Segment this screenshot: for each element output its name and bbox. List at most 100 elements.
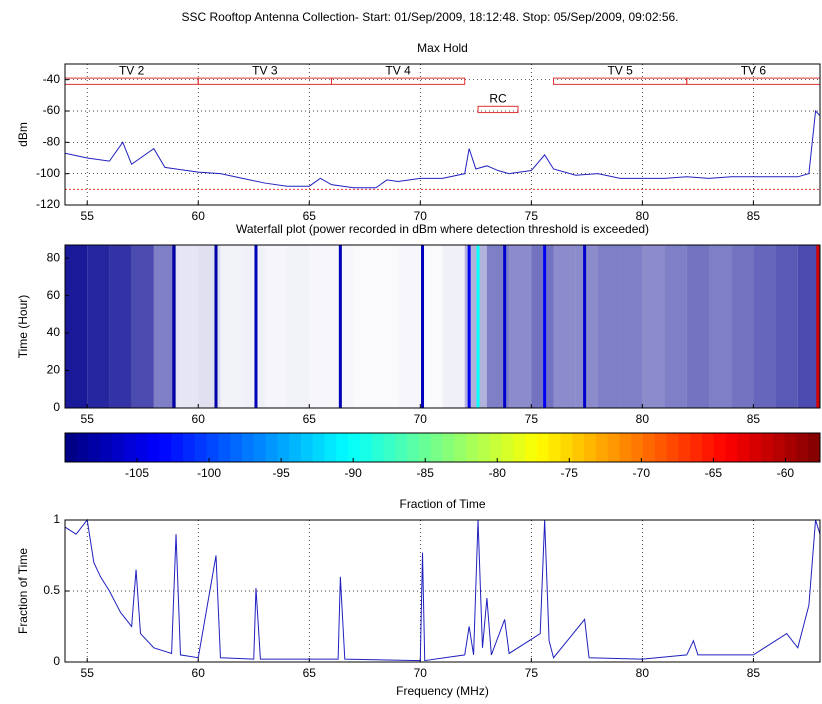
y-tick-label: 40 [47,325,61,339]
occupancy-band [309,245,331,408]
colorbar-cell [501,433,514,462]
signal-line [254,245,258,408]
occupancy-band [731,245,754,408]
channel-label: TV 6 [741,63,767,77]
x-tick-label: 60 [192,412,206,426]
x-tick-label: 85 [747,209,761,223]
colorbar-cell [88,433,101,462]
panel-title: Fraction of Time [399,497,485,511]
occupancy-band [642,245,665,408]
occupancy-band [531,245,554,408]
occupancy-band [509,245,532,408]
y-tick-label: 80 [47,250,61,264]
channel-label: TV 2 [119,63,145,77]
colorbar-cell [808,433,821,462]
colorbar-cell [536,433,550,462]
axes-frame [64,432,821,463]
colorbar-cell [761,433,774,462]
y-tick-label: -60 [43,103,61,117]
colorbar-cell [454,433,467,462]
y-axis-label: Time (Hour) [16,295,30,359]
y-tick-label: 1 [53,512,60,526]
plot-area [65,520,820,662]
channel-label: RC [489,91,507,105]
colorbar-cell [643,433,656,462]
colorbar-cell [300,433,314,462]
x-tick-label: 85 [747,412,761,426]
occupancy-band [153,245,177,408]
colorbar-cell [796,433,809,462]
x-tick-label: 60 [192,209,206,223]
x-tick-label: 55 [81,666,95,680]
signal-line [816,245,820,408]
colorbar-cell [418,433,432,462]
colorbar-cell [702,433,715,462]
occupancy-band [242,245,265,408]
colorbar-cell [772,433,786,462]
colorbar-cell [241,433,255,462]
colorbar-cell [194,433,208,462]
occupancy-band [176,245,199,408]
channel-label: TV 5 [607,63,633,77]
x-tick-label: -80 [489,466,507,480]
signal-line [543,245,547,408]
x-tick-label: 65 [303,209,317,223]
signal-line [214,245,218,408]
axes-frame [64,519,821,663]
occupancy-band [686,245,709,408]
colorbar-cell [690,433,703,462]
x-tick-label: 65 [303,666,317,680]
x-tick-label: 60 [192,666,206,680]
occupancy-band [131,245,154,408]
axes-frame [64,63,821,206]
y-tick-label: -80 [43,135,61,149]
colorbar-cell [289,433,302,462]
channel-label: TV 3 [252,63,278,77]
colorbar-cell [584,433,597,462]
colorbar-cell [713,433,727,462]
channel-box [330,77,466,85]
occupancy-band [553,245,576,408]
colorbar-cell [100,433,113,462]
y-axis-label: dBm [16,122,30,147]
y-tick-label: 0 [53,400,60,414]
occupancy-band [597,245,621,408]
colorbar-cell [749,433,762,462]
colorbar-cell [371,433,385,462]
colorbar-cell [265,433,278,462]
x-tick-label: -100 [197,466,221,480]
x-tick-label: 55 [81,209,95,223]
panel-title: Max Hold [417,41,468,55]
y-tick-label: 0.5 [43,583,60,597]
colorbar-cell [595,433,609,462]
occupancy-band [708,245,732,408]
data-line [64,518,821,662]
colorbar-cell [477,433,491,462]
occupancy-band [442,245,465,408]
signal-line [467,245,471,408]
colorbar-cell [430,433,443,462]
occupancy-band [398,245,420,408]
colorbar-cell [383,433,396,462]
x-tick-label: 80 [636,666,650,680]
occupancy-band [354,245,376,408]
occupancy-band [87,245,110,408]
colorbar-cell [560,433,573,462]
signal-line [503,245,507,408]
occupancy-band [264,245,288,408]
colorbar-cell [631,433,644,462]
colorbar-cell [395,433,408,462]
colorbar-cell [182,433,196,462]
colorbar-cell [230,433,243,462]
channel-box [477,105,519,114]
colorbar-cell [525,433,538,462]
x-tick-label: -85 [417,466,435,480]
occupancy-band [287,245,310,408]
colorbar-cell [359,433,373,462]
x-tick-label: 75 [525,666,539,680]
colorbar-cell [666,433,679,462]
occupancy-band [664,245,687,408]
x-axis-label: Frequency (MHz) [396,684,489,698]
y-axis-label: Fraction of Time [16,548,30,634]
